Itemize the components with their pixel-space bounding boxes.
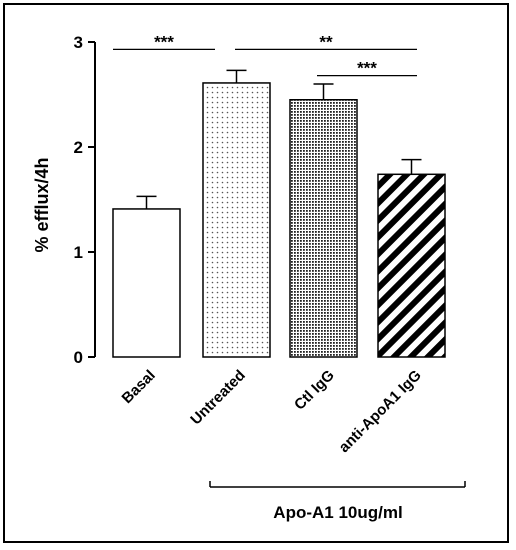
significance-label: *** xyxy=(154,32,174,51)
x-tick-label: anti-ApoA1 IgG xyxy=(336,367,425,456)
x-tick-label: Ctl IgG xyxy=(291,367,338,414)
bar xyxy=(289,99,358,358)
x-tick-label: Untreated xyxy=(187,367,249,429)
y-tick-label: 2 xyxy=(74,138,83,157)
y-tick-label: 0 xyxy=(74,348,83,367)
bars xyxy=(112,69,446,358)
y-tick-label: 1 xyxy=(74,243,83,262)
bar xyxy=(377,173,446,358)
axes: 0 1 2 3 xyxy=(74,33,96,367)
bar xyxy=(112,208,181,358)
group-bracket: Apo-A1 10ug/ml xyxy=(209,481,466,522)
significance-brackets: *** ***** xyxy=(113,32,417,78)
significance-label: *** xyxy=(357,59,377,78)
y-tick-label: 3 xyxy=(74,33,83,52)
bar xyxy=(202,82,271,358)
y-axis-label: % efflux/4h xyxy=(32,157,52,252)
x-tick-label: Basal xyxy=(119,367,159,407)
group-bracket-label: Apo-A1 10ug/ml xyxy=(273,503,402,522)
significance-label: ** xyxy=(319,32,333,51)
